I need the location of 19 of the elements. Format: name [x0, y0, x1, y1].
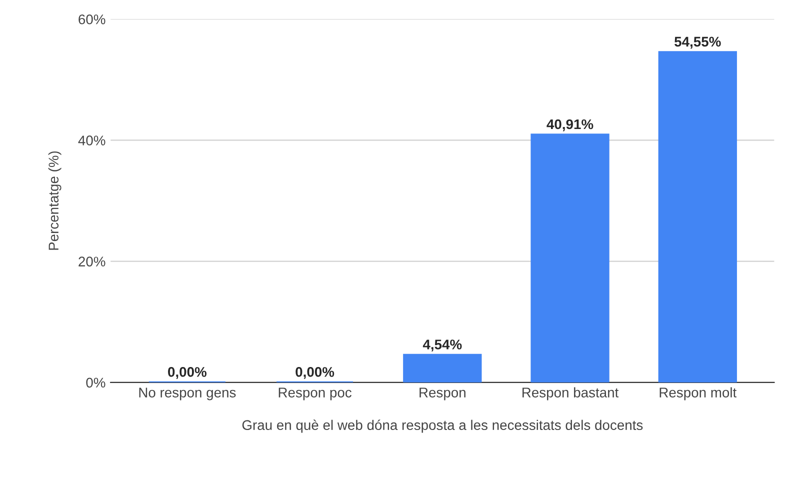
bar: [530, 134, 610, 382]
y-tick-label: 0%: [86, 378, 106, 388]
x-tick-label: No respon gens: [139, 388, 236, 400]
data-label: 40,91%: [546, 119, 594, 132]
x-tick-label: Respon bastant: [522, 387, 619, 400]
y-axis-title: Percentatge (%): [48, 151, 62, 250]
x-tick-label: Respon molt: [660, 387, 737, 400]
x-tick-label: Respon poc: [278, 388, 352, 400]
y-tick-label: 40%: [78, 136, 106, 146]
data-label: 0,00%: [296, 367, 334, 379]
y-tick-label: 20%: [78, 256, 106, 266]
data-label: 54,55%: [674, 36, 721, 49]
bar: [403, 354, 482, 382]
x-tick-label: Respon: [420, 388, 466, 400]
data-label: 0,00%: [168, 367, 206, 379]
data-label: 4,54%: [422, 340, 462, 352]
x-axis-title: Grau en què el web dóna resposta a les necessitats dels docents: [242, 420, 643, 433]
y-tick-label: 60%: [78, 14, 106, 24]
bar: [658, 51, 737, 382]
